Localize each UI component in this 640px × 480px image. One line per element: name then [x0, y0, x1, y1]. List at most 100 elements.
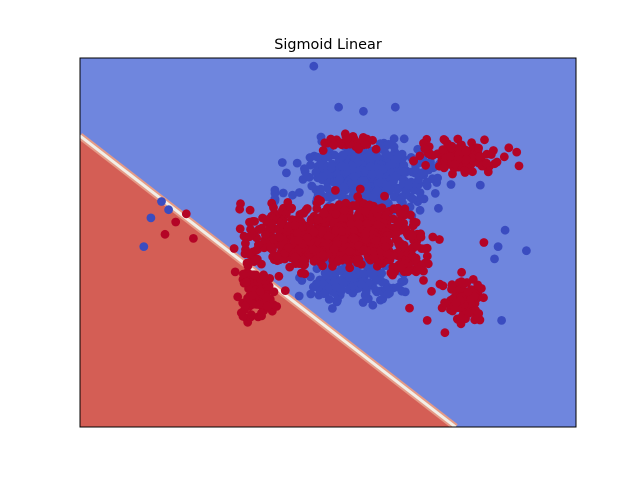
data-point-class-1-927 [403, 267, 413, 276]
data-point-class-1-1050 [461, 155, 471, 164]
data-point-class-1-808 [249, 270, 259, 280]
data-point-class-0-607 [497, 316, 506, 325]
data-point-class-1-723 [303, 233, 312, 243]
data-point-class-1-593 [361, 229, 370, 239]
data-point-class-1-1085 [352, 142, 362, 152]
data-point-class-0-420 [368, 300, 378, 310]
data-point-class-0-409 [389, 174, 399, 184]
data-point-class-1-1054 [487, 150, 496, 159]
data-point-class-1-949 [408, 251, 418, 261]
data-point-class-1-866 [456, 319, 466, 329]
data-point-class-1-1059 [450, 159, 460, 169]
data-point-class-0-478 [306, 289, 316, 299]
data-point-class-1-1044 [439, 135, 449, 144]
data-point-class-1-993 [480, 135, 489, 145]
data-point-class-0-317 [396, 195, 405, 205]
data-point-class-0-192 [282, 168, 291, 178]
data-point-class-1-890 [440, 298, 449, 307]
data-point-class-0-143 [415, 205, 425, 215]
data-point-class-1-943 [386, 268, 396, 278]
data-point-class-1-133 [355, 184, 365, 194]
data-point-class-0-599 [157, 197, 166, 206]
data-point-class-0-391 [324, 152, 333, 162]
data-point-class-1-657 [229, 244, 239, 253]
data-point-class-1-948 [414, 265, 424, 274]
data-point-class-1-671 [252, 245, 261, 255]
data-point-class-1-472 [318, 261, 327, 271]
data-point-class-0-596 [309, 61, 319, 71]
data-point-class-0-543 [309, 282, 318, 292]
data-point-class-1-892 [470, 315, 480, 325]
data-point-class-1-1033 [460, 166, 469, 176]
data-point-class-1-433 [331, 186, 340, 195]
data-point-class-1-1096 [468, 275, 478, 284]
data-point-class-0-583 [377, 268, 387, 278]
data-point-class-1-585 [235, 204, 245, 214]
data-point-class-0-581 [361, 285, 371, 295]
data-point-class-1-517 [361, 206, 370, 216]
data-point-class-1-565 [338, 235, 348, 245]
data-point-class-0-163 [399, 134, 409, 144]
data-point-class-1-690 [318, 226, 327, 236]
data-point-class-0-302 [338, 150, 348, 160]
data-point-class-1-1092 [160, 229, 170, 239]
data-point-class-1-826 [256, 286, 265, 296]
data-point-class-1-1041 [514, 161, 524, 171]
chart-title: Sigmoid Linear [274, 37, 382, 53]
data-point-class-0-43 [430, 189, 440, 198]
data-point-class-0-326 [415, 188, 425, 197]
data-point-class-0-419 [327, 161, 336, 170]
data-point-class-1-735 [254, 225, 264, 234]
data-point-class-1-458 [393, 219, 403, 229]
data-point-class-0-524 [399, 276, 409, 286]
data-point-class-0-561 [369, 268, 379, 278]
data-point-class-1-964 [421, 160, 430, 170]
data-point-class-1-1057 [439, 163, 449, 173]
data-point-class-1-915 [419, 276, 428, 285]
data-point-class-1-1053 [445, 152, 455, 162]
data-point-class-1-896 [447, 280, 457, 290]
data-point-class-1-1077 [371, 144, 381, 154]
data-point-class-0-218 [408, 194, 418, 204]
data-point-class-0-603 [500, 225, 510, 235]
data-point-class-1-701 [346, 219, 356, 229]
data-point-class-1-732 [272, 251, 282, 261]
data-point-class-0-443 [324, 295, 334, 304]
data-point-class-1-817 [233, 292, 243, 302]
data-point-class-1-312 [341, 198, 351, 208]
data-point-class-1-721 [276, 219, 286, 228]
data-point-class-0-595 [270, 185, 280, 195]
data-point-class-1-823 [242, 277, 251, 287]
data-point-class-1-515 [416, 232, 426, 242]
data-point-class-1-516 [359, 245, 369, 255]
data-point-class-1-908 [451, 298, 461, 308]
data-point-class-1-1099 [422, 316, 432, 325]
data-point-class-0-97 [295, 188, 304, 197]
data-point-class-0-578 [319, 289, 329, 299]
data-point-class-1-464 [373, 220, 383, 230]
data-point-class-0-585 [321, 270, 331, 280]
data-point-class-0-609 [359, 106, 368, 116]
data-point-class-1-680 [319, 209, 329, 219]
data-point-class-0-396 [339, 182, 349, 192]
data-point-class-1-733 [245, 217, 254, 227]
data-point-class-1-801 [254, 300, 264, 309]
data-point-class-0-605 [490, 254, 499, 264]
data-point-class-0-567 [359, 269, 368, 279]
data-point-class-1-714 [293, 228, 302, 238]
data-point-class-1-1056 [492, 157, 502, 167]
data-point-class-0-360 [311, 167, 321, 177]
data-point-class-1-1093 [189, 234, 198, 243]
data-point-class-1-581 [297, 268, 306, 278]
data-point-class-1-829 [239, 269, 248, 279]
data-point-class-1-1034 [409, 156, 418, 166]
data-point-class-1-1030 [475, 152, 484, 162]
data-point-class-1-815 [261, 292, 271, 302]
data-point-class-1-704 [240, 249, 250, 259]
data-point-class-1-392 [341, 254, 351, 264]
data-point-class-0-601 [146, 213, 156, 223]
data-point-class-0-418 [367, 170, 377, 179]
data-point-class-1-1095 [458, 279, 467, 288]
data-point-class-1-730 [241, 239, 250, 248]
data-point-class-0-379 [357, 176, 367, 186]
